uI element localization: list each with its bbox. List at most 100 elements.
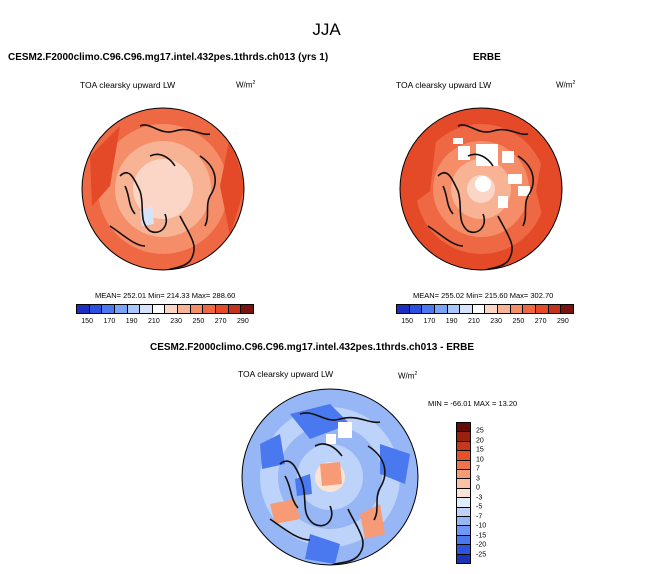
figure-title: JJA (312, 20, 341, 39)
colorbar-swatch (457, 488, 470, 499)
colorbar-tick-label: 20 (476, 437, 484, 445)
colorbar-tick-label: 250 (192, 318, 205, 325)
colorbar-tick-label: 0 (476, 484, 480, 492)
colorbar-tick-label: 290 (557, 318, 569, 325)
panel-2-title: ERBE (473, 52, 501, 63)
panel-1-units: W/m2 (236, 80, 256, 90)
panel-3-title: CESM2.F2000climo.C96.C96.mg17.intel.432p… (150, 342, 475, 353)
colorbar-tick-label: 7 (476, 465, 480, 473)
colorbar-swatch (485, 305, 499, 313)
colorbar-swatch (548, 305, 562, 313)
colorbar-swatch (523, 305, 537, 313)
colorbar-swatch (457, 554, 470, 564)
map-3-missing-data (326, 422, 352, 444)
panel-1-title: CESM2.F2000climo.C96.C96.mg17.intel.432p… (8, 52, 329, 63)
colorbar-tick-label: 190 (125, 318, 138, 325)
colorbar-swatch (457, 507, 470, 518)
panel-2-stats: MEAN= 255.02 Min= 215.60 Max= 302.70 (413, 291, 554, 300)
colorbar-swatch (457, 441, 470, 452)
colorbar-tick-label: 150 (401, 318, 413, 325)
colorbar-swatch (457, 451, 470, 461)
colorbar-tick-label: -3 (476, 494, 483, 502)
panel-3-polar-map (241, 388, 419, 566)
colorbar-swatch (140, 305, 153, 313)
colorbar-tick-label: 150 (81, 318, 93, 325)
colorbar-swatch (472, 305, 486, 313)
colorbar-swatch (77, 305, 90, 313)
panel-2-polar-map (399, 107, 563, 271)
colorbar-tick-label: 270 (214, 318, 227, 325)
map-1-coastlines (109, 124, 216, 270)
colorbar-swatch (498, 305, 511, 313)
colorbar-tick-label: -15 (476, 532, 487, 540)
panel-1-colorbar (76, 304, 254, 314)
colorbar-swatch (457, 517, 470, 527)
colorbar-swatch (152, 305, 166, 313)
colorbar-swatch (102, 305, 115, 313)
colorbar-swatch (190, 305, 204, 313)
colorbar-tick-label: 170 (103, 318, 116, 325)
colorbar-swatch (228, 305, 242, 313)
colorbar-tick-label: -5 (476, 503, 483, 511)
colorbar-swatch (178, 305, 191, 313)
colorbar-swatch (457, 498, 470, 508)
colorbar-swatch (409, 305, 423, 313)
panel-3-units: W/m2 (398, 371, 418, 381)
panel-1-polar-map (81, 107, 245, 271)
colorbar-swatch (397, 305, 410, 313)
colorbar-tick-label: 170 (423, 318, 436, 325)
colorbar-tick-label: 270 (534, 318, 547, 325)
panel-3-stats: MIN = -66.01 MAX = 13.20 (428, 399, 518, 408)
colorbar-tick-label: 230 (170, 318, 182, 325)
colorbar-swatch (457, 479, 470, 489)
map-1-warm-patch (220, 136, 244, 236)
colorbar-swatch (165, 305, 179, 313)
colorbar-tick-label: 10 (476, 456, 484, 464)
colorbar-swatch (457, 470, 470, 480)
colorbar-swatch (241, 305, 253, 313)
panel-2-colorbar (396, 304, 574, 314)
colorbar-swatch (457, 423, 470, 433)
colorbar-tick-label: -20 (476, 541, 487, 549)
colorbar-tick-label: 290 (237, 318, 249, 325)
colorbar-swatch (457, 526, 470, 536)
colorbar-swatch (447, 305, 461, 313)
colorbar-tick-label: 190 (445, 318, 458, 325)
panel-3-variable: TOA clearsky upward LW (238, 369, 334, 379)
colorbar-swatch (460, 305, 473, 313)
colorbar-tick-label: 250 (512, 318, 525, 325)
colorbar-tick-label: -25 (476, 551, 487, 559)
map-1-ring-lat90 (149, 175, 177, 203)
colorbar-tick-label: -10 (476, 522, 487, 530)
colorbar-swatch (457, 535, 470, 546)
colorbar-swatch (114, 305, 128, 313)
panel-3-colorbar-ticks: 25 20 15 10 7 3 0 -3 -5 -7 -10 -15 -20 -… (476, 422, 496, 564)
panel-1-stats: MEAN= 252.01 Min= 214.33 Max= 288.60 (95, 291, 236, 300)
panel-3-colorbar (456, 422, 471, 564)
panel-1-variable: TOA clearsky upward LW (80, 80, 176, 90)
colorbar-swatch (203, 305, 217, 313)
colorbar-tick-label: 210 (148, 318, 160, 325)
colorbar-swatch (561, 305, 573, 313)
map-2-missing-data (453, 138, 530, 208)
panel-1-colorbar-ticks: 150 170 190 210 230 250 270 290 (76, 318, 254, 328)
colorbar-swatch (89, 305, 103, 313)
colorbar-swatch (457, 460, 470, 471)
colorbar-swatch (422, 305, 435, 313)
colorbar-swatch (510, 305, 524, 313)
colorbar-swatch (216, 305, 229, 313)
panel-2-units: W/m2 (556, 80, 576, 90)
colorbar-tick-label: 25 (476, 427, 484, 435)
colorbar-swatch (127, 305, 141, 313)
colorbar-swatch (434, 305, 448, 313)
colorbar-swatch (457, 545, 470, 555)
colorbar-tick-label: 210 (468, 318, 480, 325)
colorbar-tick-label: 15 (476, 446, 484, 454)
colorbar-swatch (536, 305, 549, 313)
colorbar-tick-label: 230 (490, 318, 502, 325)
panel-2-variable: TOA clearsky upward LW (396, 80, 492, 90)
panel-2-colorbar-ticks: 150 170 190 210 230 250 270 290 (396, 318, 574, 328)
colorbar-swatch (457, 432, 470, 442)
map-2-coastlines (427, 124, 534, 270)
colorbar-tick-label: 3 (476, 475, 480, 483)
